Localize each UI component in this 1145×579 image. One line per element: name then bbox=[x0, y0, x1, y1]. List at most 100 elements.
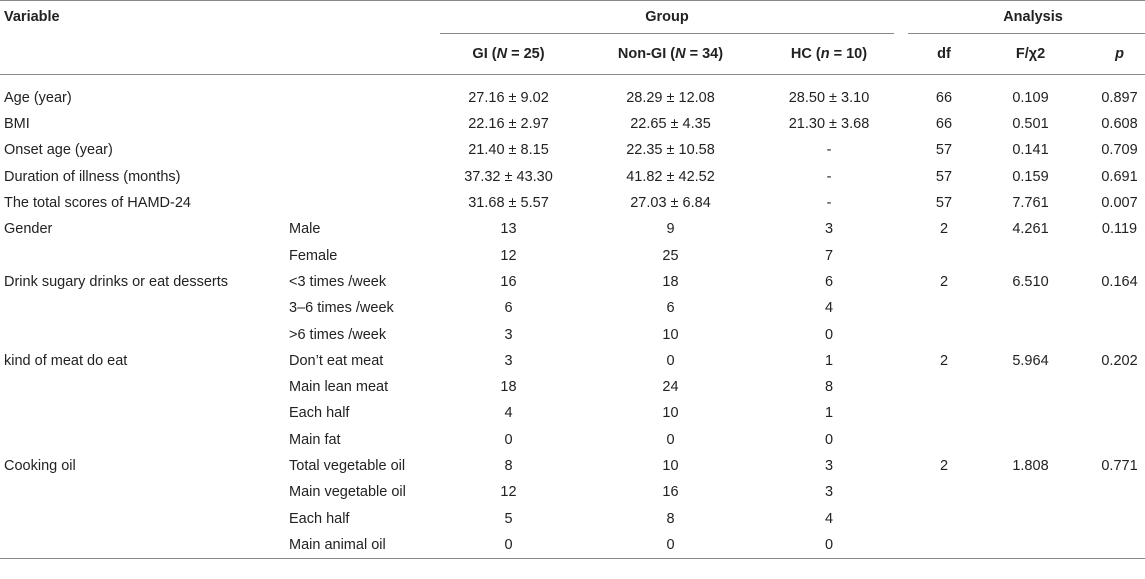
df-cell bbox=[908, 479, 980, 505]
subcategory-cell: Female bbox=[289, 247, 338, 264]
spacer-cell bbox=[894, 242, 908, 268]
p-value-cell: 0.164 bbox=[1101, 273, 1138, 290]
hc-cell: - bbox=[826, 142, 832, 159]
p-column-header: p bbox=[1081, 33, 1145, 75]
hc-cell: 21.30 ± 3.68 bbox=[788, 116, 870, 133]
p-value-cell bbox=[1081, 242, 1145, 268]
spacer-cell bbox=[894, 453, 908, 479]
subcategory-cell: Main animal oil bbox=[285, 531, 440, 560]
p-value-cell: 0.771 bbox=[1101, 458, 1138, 474]
spacer-cell bbox=[894, 111, 908, 137]
variable-cell: Gender bbox=[4, 221, 53, 238]
non-gi-cell: 10 bbox=[662, 405, 679, 422]
table-row: BMI 22.16 ± 2.97 22.65 ± 4.35 21.30 ± 3.68 6… bbox=[0, 111, 1145, 137]
hc-cell: 7 bbox=[824, 247, 834, 264]
non-gi-cell: 0 bbox=[666, 352, 675, 369]
hc-cell: 3 bbox=[824, 484, 834, 501]
stat-cell bbox=[980, 242, 1081, 268]
non-gi-cell: 10 bbox=[662, 326, 679, 343]
non-gi-cell: 22.65 ± 4.35 bbox=[630, 116, 711, 133]
table-row: Main lean meat 18 24 8 bbox=[0, 374, 1145, 400]
stat-cell: 0.109 bbox=[1012, 90, 1049, 106]
table-row: Each half 5 8 4 bbox=[0, 505, 1145, 531]
gi-cell: 5 bbox=[504, 510, 513, 527]
spacer-cell bbox=[894, 400, 908, 426]
table-row: 3–6 times /week 6 6 4 bbox=[0, 295, 1145, 321]
p-value-cell: 0.007 bbox=[1101, 195, 1138, 212]
n-symbol: N bbox=[496, 46, 508, 62]
gi-cell: 12 bbox=[500, 484, 517, 501]
stat-cell bbox=[980, 400, 1081, 426]
table-row: Main animal oil 0 0 0 bbox=[0, 531, 1145, 560]
variable-cell: Cooking oil bbox=[4, 458, 76, 474]
subcategory-cell bbox=[285, 75, 440, 112]
non-gi-cell: 0 bbox=[577, 531, 764, 560]
df-cell: 2 bbox=[939, 352, 949, 369]
n-value: = 10) bbox=[833, 46, 868, 62]
stat-cell: 0.501 bbox=[1012, 116, 1049, 133]
variable-header: Variable bbox=[0, 0, 285, 34]
column-name: HC bbox=[790, 46, 812, 62]
stat-cell bbox=[980, 374, 1081, 400]
stat-cell: 1.808 bbox=[1012, 458, 1049, 474]
df-cell: 66 bbox=[935, 90, 953, 106]
non-gi-cell: 8 bbox=[666, 510, 675, 527]
variable-cell bbox=[0, 427, 285, 453]
stat-cell bbox=[980, 531, 1081, 560]
n-value: = 25) bbox=[511, 46, 545, 62]
table-row: Duration of illness (months) 37.32 ± 43.3… bbox=[0, 164, 1145, 190]
subcategory-cell: Main vegetable oil bbox=[289, 484, 406, 501]
hc-cell: 3 bbox=[824, 221, 834, 238]
n-symbol: N bbox=[675, 46, 686, 62]
p-value-cell: 0.608 bbox=[1101, 116, 1138, 133]
stat-cell: 4.261 bbox=[1012, 221, 1049, 238]
p-value-cell bbox=[1081, 374, 1145, 400]
demographics-table: Variable Group Analysis GI (N = 25) Non-… bbox=[0, 0, 1145, 560]
variable-cell bbox=[0, 242, 285, 268]
variable-cell: BMI bbox=[4, 116, 30, 133]
subcategory-cell: Male bbox=[289, 221, 321, 238]
df-cell bbox=[908, 427, 980, 453]
p-value-cell: 0.202 bbox=[1101, 352, 1138, 369]
p-value-cell bbox=[1081, 295, 1145, 321]
analysis-header: Analysis bbox=[908, 0, 1145, 34]
subcategory-cell: Each half bbox=[289, 510, 350, 527]
spacer-cell bbox=[894, 427, 908, 453]
p-value-cell bbox=[1081, 505, 1145, 531]
non-gi-cell: 28.29 ± 12.08 bbox=[626, 90, 715, 106]
variable-cell: The total scores of HAMD-24 bbox=[4, 195, 191, 212]
df-cell bbox=[908, 242, 980, 268]
stat-cell: 7.761 bbox=[1012, 195, 1049, 212]
non-gi-cell: 22.35 ± 10.58 bbox=[626, 142, 715, 159]
table-row: Female 12 25 7 bbox=[0, 242, 1145, 268]
hc-cell: - bbox=[826, 168, 832, 185]
non-gi-cell: 9 bbox=[666, 221, 675, 238]
stat-cell bbox=[980, 479, 1081, 505]
p-value-cell: 0.897 bbox=[1101, 90, 1138, 106]
stat-cell bbox=[980, 427, 1081, 453]
table-row: Each half 4 10 1 bbox=[0, 400, 1145, 426]
gi-cell: 6 bbox=[504, 300, 513, 317]
non-gi-cell: 10 bbox=[662, 458, 679, 474]
n-value: = 34) bbox=[689, 46, 724, 62]
p-value-cell bbox=[1081, 531, 1145, 560]
column-name: Non-GI bbox=[617, 46, 667, 62]
table-row: The total scores of HAMD-24 31.68 ± 5.57 2… bbox=[0, 190, 1145, 216]
table-row: >6 times /week 3 10 0 bbox=[0, 321, 1145, 347]
variable-cell bbox=[0, 505, 285, 531]
subcategory-cell: <3 times /week bbox=[289, 273, 387, 290]
gi-cell: 16 bbox=[500, 273, 517, 290]
gi-column-header: GI (N = 25) bbox=[440, 33, 577, 75]
df-cell: 57 bbox=[935, 142, 953, 159]
subcategory-cell bbox=[285, 190, 440, 216]
df-cell bbox=[908, 321, 980, 347]
hc-cell: 4 bbox=[824, 300, 834, 317]
group-header: Group bbox=[440, 0, 894, 34]
spacer-cell bbox=[894, 164, 908, 190]
hc-cell: 4 bbox=[824, 510, 834, 527]
subcategory-cell: Don’t eat meat bbox=[289, 352, 384, 369]
non-gi-cell: 27.03 ± 6.84 bbox=[630, 195, 711, 212]
gi-cell: 22.16 ± 2.97 bbox=[468, 116, 549, 133]
df-cell: 57 bbox=[935, 195, 953, 212]
table-body: Age (year) 27.16 ± 9.02 28.29 ± 12.08 28.50… bbox=[0, 75, 1145, 560]
